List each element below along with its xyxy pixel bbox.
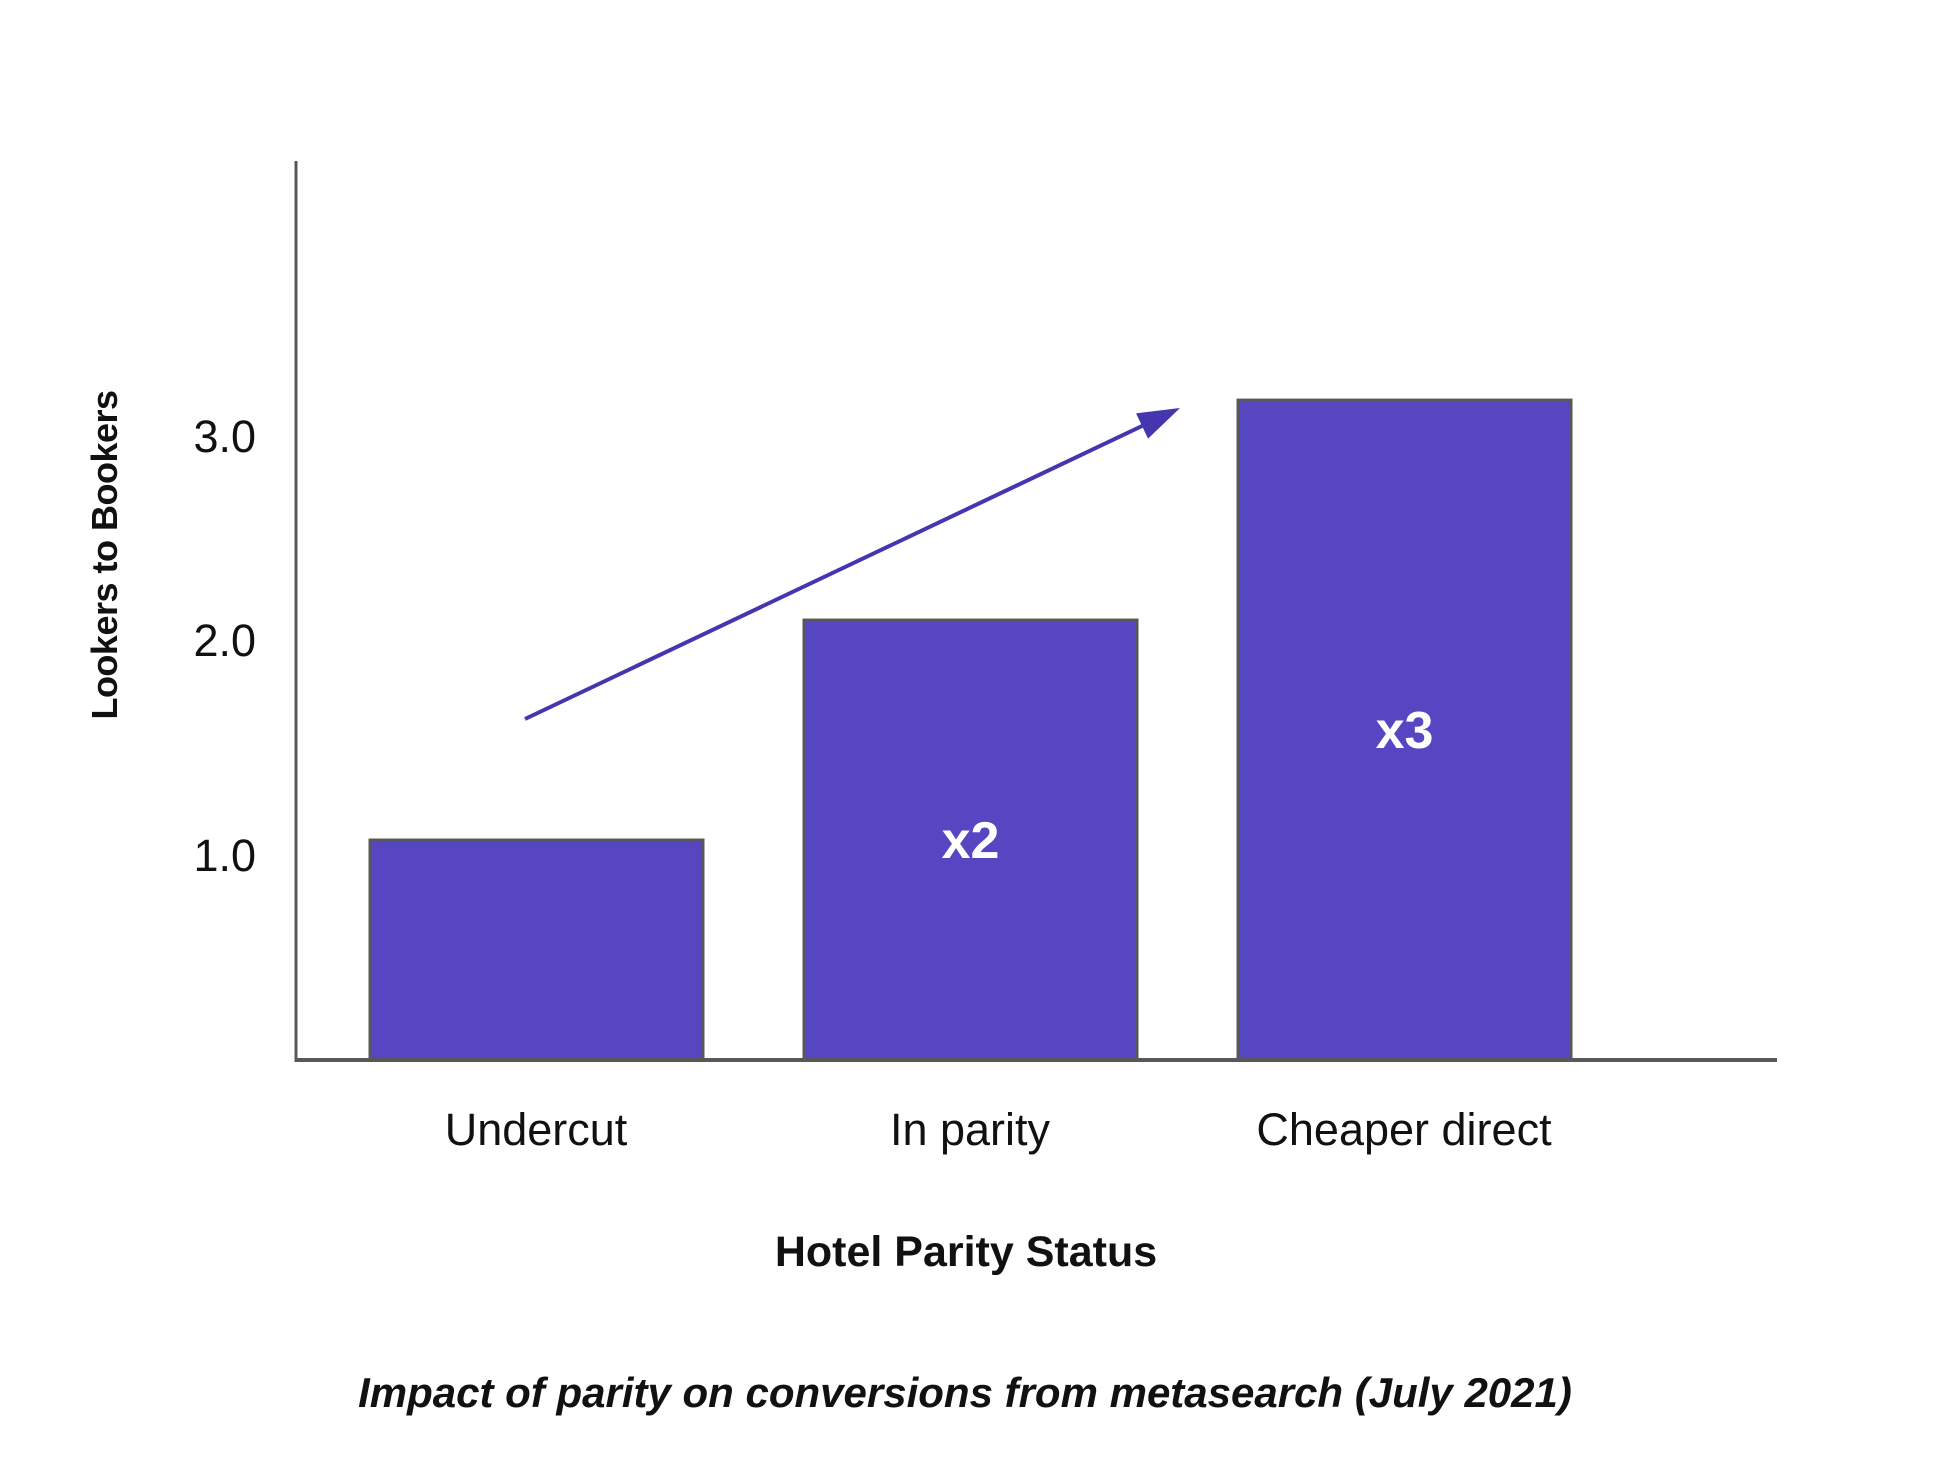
bar-multiplier-label: x2 <box>942 812 1000 870</box>
y-tick-label-1: 1.0 <box>193 830 256 881</box>
trend-arrow-head <box>1136 408 1180 439</box>
bar-in-parity <box>802 618 1139 1062</box>
chart-caption: Impact of parity on conversions from met… <box>358 1369 1572 1416</box>
trend-arrow-line <box>524 421 1149 721</box>
y-tick-label-3: 3.0 <box>193 411 256 462</box>
x-category-label-in-parity: In parity <box>889 1104 1051 1155</box>
x-category-label-cheaper-direct: Cheaper direct <box>1256 1104 1552 1155</box>
x-axis-title: Hotel Parity Status <box>774 1228 1158 1276</box>
bar-undercut <box>368 838 705 1062</box>
bar-multiplier-label: x3 <box>1376 702 1434 760</box>
bar-cheaper-direct <box>1236 398 1573 1062</box>
x-category-label-undercut: Undercut <box>444 1104 628 1155</box>
y-tick-label-2: 2.0 <box>193 615 256 666</box>
